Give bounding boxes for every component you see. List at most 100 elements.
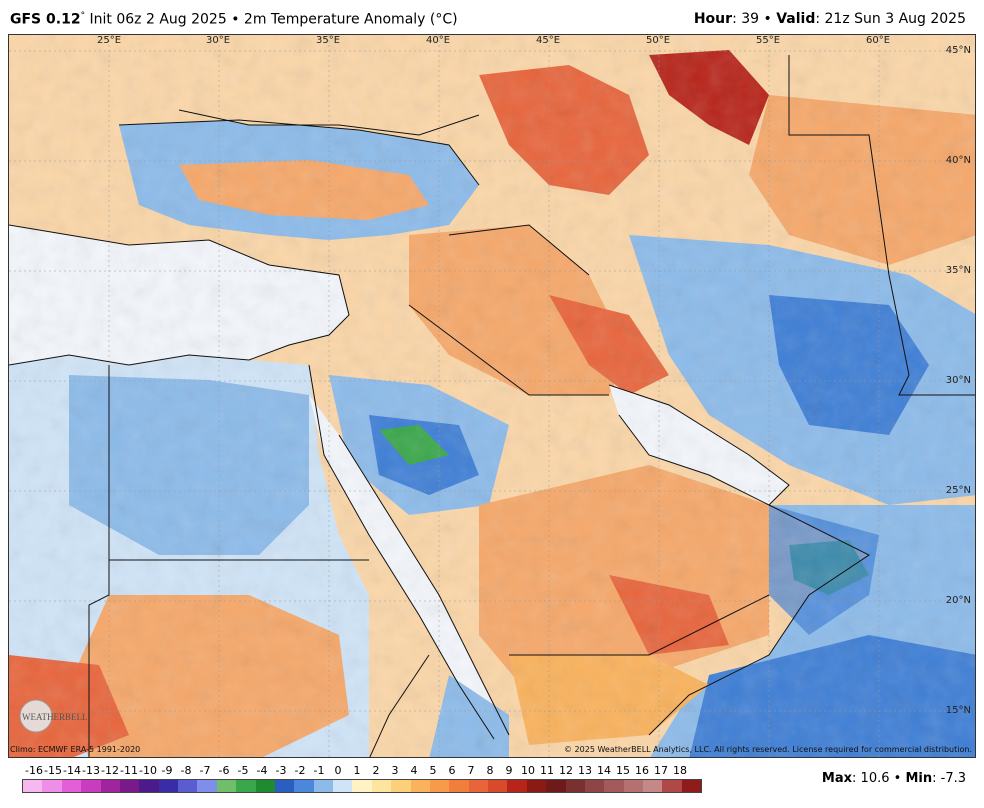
legend-label: 3 xyxy=(391,764,399,777)
legend-label: -9 xyxy=(161,764,173,777)
legend-label: -12 xyxy=(101,764,119,777)
legend-label: 15 xyxy=(616,764,631,777)
legend-label: 17 xyxy=(654,764,669,777)
logo-text: WEATHERBELL xyxy=(22,712,88,722)
legend-label: -5 xyxy=(237,764,249,777)
legend-swatch xyxy=(449,780,469,792)
map-title: GFS 0.12° Init 06z 2 Aug 2025 • 2m Tempe… xyxy=(10,11,458,28)
lon-label-30: 30°E xyxy=(206,35,231,46)
legend-swatch xyxy=(526,780,547,792)
legend-label: -13 xyxy=(82,764,100,777)
valid-info: Hour: 39 • Valid: 21z Sun 3 Aug 2025 xyxy=(694,11,966,27)
legend-swatch xyxy=(352,780,372,792)
legend-swatch xyxy=(429,780,450,792)
legend-swatch xyxy=(294,780,314,792)
model-degree: ° xyxy=(80,11,86,21)
legend-label: 9 xyxy=(505,764,513,777)
legend-label: -16 xyxy=(25,764,43,777)
lon-label-45: 45°E xyxy=(536,35,561,46)
map-canvas xyxy=(9,35,975,757)
legend-swatch xyxy=(565,780,585,792)
legend-label: -2 xyxy=(294,764,306,777)
lon-label-25: 25°E xyxy=(97,35,122,46)
lat-label-35: 35°N xyxy=(945,265,971,276)
header: GFS 0.12° Init 06z 2 Aug 2025 • 2m Tempe… xyxy=(0,0,984,34)
legend-label: -11 xyxy=(120,764,138,777)
legend-label: 4 xyxy=(410,764,418,777)
lat-label-15: 15°N xyxy=(945,705,971,716)
legend-swatch xyxy=(255,780,275,792)
legend-label: 13 xyxy=(578,764,593,777)
legend-label: 16 xyxy=(635,764,650,777)
legend-swatch xyxy=(178,780,198,792)
legend-label: -1 xyxy=(313,764,325,777)
legend-swatch xyxy=(623,780,643,792)
lon-label-60: 60°E xyxy=(866,35,891,46)
legend-swatch xyxy=(139,780,159,792)
legend-swatch xyxy=(584,780,605,792)
copyright-note: © 2025 WeatherBELL Analytics, LLC. All r… xyxy=(564,745,972,754)
valid-label: Valid xyxy=(776,11,816,27)
legend-swatch xyxy=(236,780,256,792)
legend-swatch xyxy=(681,780,702,792)
legend-label: 7 xyxy=(467,764,475,777)
legend-swatch xyxy=(158,780,178,792)
legend-swatch xyxy=(81,780,101,792)
lat-label-20: 20°N xyxy=(945,595,971,606)
legend-label: 5 xyxy=(429,764,437,777)
legend-label: 12 xyxy=(559,764,574,777)
max-min-stats: Max: 10.6 • Min: -7.3 xyxy=(822,771,966,786)
legend-label: -8 xyxy=(180,764,192,777)
color-legend xyxy=(22,779,702,793)
hour-value: : 39 xyxy=(732,11,760,27)
graticule xyxy=(9,35,975,757)
legend-label: 18 xyxy=(673,764,688,777)
lat-label-40: 40°N xyxy=(945,155,971,166)
legend-label: 1 xyxy=(353,764,361,777)
lat-label-45: 45°N xyxy=(945,45,971,56)
weatherbell-logo: WEATHERBELL xyxy=(19,699,88,733)
legend-label: 0 xyxy=(334,764,342,777)
anomaly-map: 25°E 30°E 35°E 40°E 45°E 50°E 55°E 60°E … xyxy=(8,34,976,758)
legend-label: -15 xyxy=(44,764,62,777)
legend-label: 8 xyxy=(486,764,494,777)
max-value: : 10.6 xyxy=(852,771,890,786)
min-label: Min xyxy=(905,771,933,786)
legend-swatch xyxy=(468,780,488,792)
lat-label-25: 25°N xyxy=(945,485,971,496)
legend-label: 2 xyxy=(372,764,380,777)
min-value: : -7.3 xyxy=(932,771,966,786)
lon-label-35: 35°E xyxy=(316,35,341,46)
legend-swatch xyxy=(42,780,62,792)
legend-swatch xyxy=(119,780,140,792)
legend-swatch xyxy=(643,780,663,792)
lat-label-30: 30°N xyxy=(945,375,971,386)
legend-label: 11 xyxy=(540,764,555,777)
legend-label: -7 xyxy=(199,764,211,777)
legend-swatch xyxy=(488,780,508,792)
legend-swatch xyxy=(274,780,295,792)
legend-swatch xyxy=(662,780,682,792)
legend-label: -10 xyxy=(139,764,157,777)
valid-separator: • xyxy=(763,11,772,27)
legend-swatch xyxy=(333,780,353,792)
legend-swatch xyxy=(546,780,566,792)
lon-label-40: 40°E xyxy=(426,35,451,46)
stats-separator: • xyxy=(893,771,902,786)
legend-swatch xyxy=(410,780,430,792)
legend-label: 10 xyxy=(521,764,535,777)
legend-labels: -16 -15 -14 -13 -12 -11 -10 -9 -8 -7 -6 -5 -4 -3 -2 -1 0… xyxy=(16,764,716,778)
texture-overlay xyxy=(9,35,975,757)
legend-swatch xyxy=(391,780,411,792)
legend-label: -4 xyxy=(256,764,268,777)
legend-swatch xyxy=(100,780,120,792)
legend-swatch xyxy=(604,780,624,792)
legend-label: -14 xyxy=(63,764,81,777)
max-label: Max xyxy=(821,771,853,786)
legend-swatch xyxy=(61,780,82,792)
legend-swatch xyxy=(216,780,237,792)
climo-note: Climo: ECMWF ERA-5 1991-2020 xyxy=(10,745,141,754)
legend-label: 6 xyxy=(448,764,456,777)
hour-label: Hour xyxy=(693,11,733,27)
valid-value: : 21z Sun 3 Aug 2025 xyxy=(815,11,966,27)
